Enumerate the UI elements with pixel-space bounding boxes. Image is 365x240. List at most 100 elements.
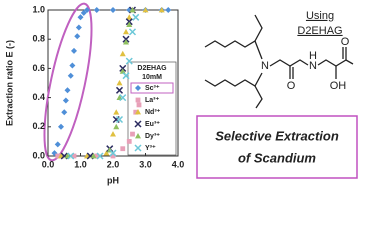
atom-label: OH [330, 80, 347, 92]
legend-label: Y³⁺ [145, 145, 156, 152]
page: pH Extraction ratio E (-) D2EHAG 10mM N … [4, 2, 358, 186]
marker [61, 109, 68, 116]
y-tick-label: 0.4 [32, 92, 45, 102]
marker [75, 24, 82, 31]
highlight-ellipse [43, 2, 93, 162]
marker [84, 7, 90, 13]
legend-box [127, 61, 177, 156]
caption-box [196, 115, 358, 179]
marker [109, 149, 117, 157]
caption: of Scandium [238, 150, 316, 165]
marker [54, 141, 61, 148]
marker [135, 109, 141, 115]
marker [71, 47, 77, 54]
atom-label: N [309, 60, 317, 72]
marker [126, 21, 133, 27]
marker [122, 72, 130, 80]
marker [113, 109, 120, 115]
bond [254, 14, 263, 42]
marker [94, 153, 100, 159]
y-axis-label: Extraction ratio E (-) [4, 40, 14, 126]
legend-label: Sc³⁺ [145, 85, 160, 92]
marker [116, 80, 123, 86]
marker [110, 153, 116, 159]
atom-label: H [309, 50, 317, 62]
marker [103, 150, 110, 156]
marker [165, 7, 172, 13]
marker [126, 139, 132, 144]
marker [62, 97, 69, 104]
marker [142, 7, 149, 13]
legend-title: 10mM [142, 74, 162, 81]
marker [58, 123, 64, 130]
y-tick-label: 0.6 [32, 63, 45, 73]
marker [115, 115, 124, 124]
marker [119, 68, 126, 74]
marker [133, 109, 139, 115]
y-tick-label: 0.8 [32, 34, 45, 44]
marker [128, 28, 137, 36]
marker [125, 57, 133, 65]
marker [136, 102, 142, 108]
y-tick-label: 0.2 [32, 121, 45, 131]
marker [96, 152, 104, 160]
marker [134, 120, 142, 128]
marker [110, 7, 116, 13]
bond [254, 85, 263, 109]
marker [90, 153, 97, 159]
marker [129, 7, 136, 13]
marker [120, 146, 126, 152]
marker [126, 14, 133, 20]
using-label: Using [306, 10, 334, 22]
marker [67, 72, 74, 79]
x-tick-label: 3.0 [139, 159, 152, 169]
legend-label: La³⁺ [145, 97, 160, 104]
y-tick-label: 1.0 [32, 4, 45, 14]
marker [135, 97, 141, 103]
bond [269, 59, 309, 67]
marker [74, 33, 81, 40]
marker [135, 133, 141, 139]
atom-label: O [341, 36, 350, 48]
bond [204, 72, 263, 87]
marker [119, 50, 126, 57]
legend-label: Nd³⁺ [145, 109, 161, 116]
y-tick-label: 0.0 [32, 150, 45, 160]
marker [64, 87, 71, 94]
legend-highlight [130, 82, 174, 94]
marker [135, 85, 141, 91]
marker [130, 131, 135, 137]
marker [132, 13, 140, 21]
caption: Selective Extraction [215, 128, 339, 143]
figure: pH Extraction ratio E (-) D2EHAG 10mM N … [4, 2, 358, 185]
marker [123, 28, 129, 35]
marker [115, 86, 124, 94]
reagent-label: D2EHAG [297, 25, 342, 37]
marker [119, 94, 127, 102]
marker [123, 39, 129, 45]
marker [158, 7, 165, 13]
molecule [204, 14, 354, 109]
marker [67, 152, 75, 160]
marker [69, 62, 76, 69]
legend-label: Dy³⁺ [145, 133, 160, 140]
marker [110, 131, 116, 137]
marker [134, 144, 142, 152]
atom-label: O [287, 80, 296, 92]
x-axis-label: pH [107, 175, 119, 185]
bond [204, 40, 263, 60]
marker [71, 153, 77, 159]
bond [317, 59, 354, 67]
marker [77, 14, 84, 21]
legend-label: Eu³⁺ [145, 121, 160, 128]
atom-label: N [261, 60, 269, 72]
x-tick-label: 2.0 [107, 159, 120, 169]
legend-title: D2EHAG [137, 65, 167, 72]
marker [55, 153, 61, 159]
x-tick-label: 1.0 [74, 159, 87, 169]
marker [80, 9, 87, 16]
x-tick-label: 4.0 [172, 159, 185, 169]
marker [113, 123, 120, 130]
x-tick-label: 0.0 [42, 159, 55, 169]
marker [93, 7, 100, 13]
